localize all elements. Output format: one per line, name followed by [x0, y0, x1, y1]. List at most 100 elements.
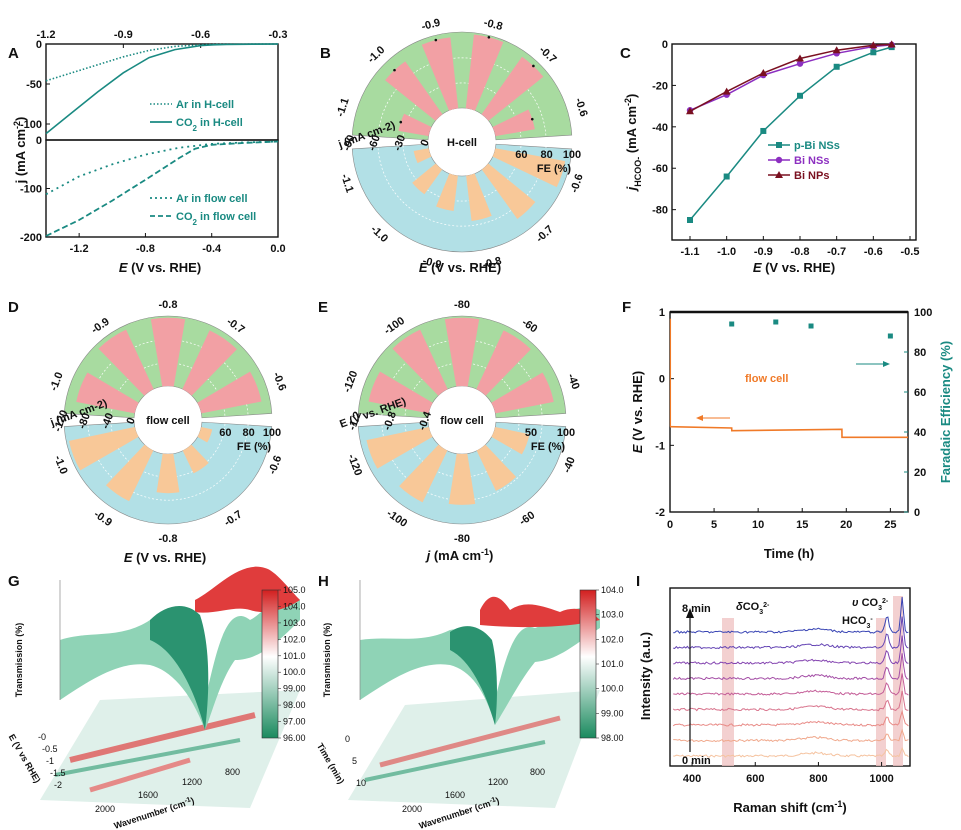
f-ytick2-1: 80: [914, 347, 926, 359]
c-point-2-2: [759, 68, 768, 76]
i-band-delta: [722, 618, 734, 766]
c-point-1-3: [796, 60, 804, 67]
g-surface: Transmission (%) Wavenumber (cm-1) E (V …: [7, 566, 300, 830]
f-ytick2-2: 60: [914, 387, 926, 399]
d-xlabel: E (V vs. RHE): [124, 550, 206, 565]
g-floor-band-red2: [89, 757, 191, 793]
c-point-0-3: [797, 92, 803, 99]
h-surface: Transmission (%) Wavenumber (cm-1) Time …: [315, 580, 600, 830]
panel-c: C -1.1 -1.0 -0.9 -0.8 -0.7 -0.6 -0.5 0 -20 -40 -60…: [620, 39, 919, 275]
f-xlabel: Time (h): [764, 546, 814, 561]
d-bottom-bar-4: [68, 427, 139, 471]
i-trace-7: [673, 616, 909, 650]
b-err-2: [434, 38, 438, 42]
e-right-unit: FE (%): [531, 441, 566, 453]
d-bottom-bar-0: [197, 427, 213, 443]
c-ytick-0: 0: [662, 39, 668, 51]
d-top-bar-0: [76, 372, 139, 414]
f-arrow-right-head: [883, 361, 890, 367]
g-floor-band-green: [54, 738, 241, 777]
i-label-top: 8 min: [682, 603, 711, 615]
c-legend-marker-0: [776, 142, 782, 148]
f-xtick-5: 25: [884, 519, 896, 531]
b-bottom-label-3: -0.9: [421, 255, 442, 271]
f-xtick-4: 20: [840, 519, 852, 531]
a-xtick-1: -0.8: [136, 243, 155, 255]
i-time-arrow-head: [686, 608, 694, 618]
g-floor-band-red: [69, 712, 256, 763]
a-upper-series-1: [45, 43, 279, 135]
a-top-xtick-0: -1.2: [37, 29, 56, 41]
e-top-bar-4: [491, 372, 554, 414]
e-bottom-label-1: -60: [517, 509, 537, 528]
h-xtick-2: 1200: [488, 777, 508, 787]
e-top-bar-2: [444, 317, 480, 387]
c-point-2-6: [887, 40, 896, 48]
e-top-label-3: -60: [520, 317, 540, 336]
g-surface-trough: [150, 605, 209, 730]
c-ytick-3: -60: [652, 163, 668, 175]
h-cbar-tick-5: 99.00: [601, 708, 624, 718]
d-top-label-0: -1.0: [48, 371, 66, 393]
a-legend-ar-h: Ar in H-cell: [176, 99, 234, 111]
b-top-bar-5: [492, 109, 535, 137]
b-err-5: [530, 117, 534, 121]
g-ytick-4: -2: [54, 780, 62, 790]
c-xtick-2: -0.9: [754, 246, 773, 258]
i-trace-3: [672, 690, 909, 712]
h-ylabel: Time (min): [315, 741, 346, 785]
h-xtick-0: 2000: [402, 804, 422, 814]
d-right-unit: FE (%): [237, 441, 272, 453]
g-zlabel: Transmission (%): [14, 623, 24, 698]
e-center-label: flow cell: [440, 415, 483, 427]
c-legend-1: Bi NSs: [794, 155, 829, 167]
b-bottom-bar-1: [481, 163, 536, 219]
c-point-2-3: [796, 54, 804, 62]
e-right-tick-1: 100: [557, 427, 575, 439]
a-top-xtick-3: -0.3: [269, 29, 288, 41]
f-series-label: flow cell: [745, 373, 788, 385]
i-trace-6: [673, 635, 909, 665]
b-top-bar-3: [465, 34, 504, 111]
e-bottom-label-3: -100: [384, 508, 409, 530]
g-cbar-tick-3: 102.0: [283, 634, 306, 644]
h-cbar-tick-6: 98.00: [601, 733, 624, 743]
a-xtick-3: 0.0: [270, 243, 285, 255]
d-top-bar-2: [150, 317, 186, 387]
a-lower-series-0: [45, 140, 279, 196]
c-series-line-1: [689, 44, 892, 111]
c-ytick-4: -80: [652, 205, 668, 217]
d-bottom-label-3: -0.9: [92, 508, 114, 529]
i-label-nu: υ CO32-: [852, 597, 889, 612]
c-xlabel: E (V vs. RHE): [753, 260, 835, 275]
c-xtick-3: -0.8: [791, 246, 810, 258]
c-ylabel: jHCOO- (mA cm-2): [623, 94, 643, 193]
e-top-label-2: -80: [454, 299, 470, 311]
g-cbar-tick-9: 96.00: [283, 733, 306, 743]
i-xtick-3: 1000: [869, 773, 893, 785]
a-series: [45, 43, 279, 237]
a-lower-ytick-0: 0: [36, 135, 42, 147]
h-colorbar: [579, 589, 597, 739]
h-floor-band-green: [364, 740, 546, 782]
c-frame: [671, 43, 917, 241]
panel-label-b: B: [320, 45, 331, 62]
e-top-bar-3: [476, 330, 531, 396]
b-bottom-label-1: -0.7: [534, 223, 556, 245]
e-top-label-0: -120: [341, 369, 360, 394]
f-fe-point-0: [729, 321, 735, 327]
f-arrow-left-head: [696, 415, 703, 421]
f-ytick-3: -2: [655, 507, 665, 519]
b-bottom-label-4: -1.0: [368, 223, 390, 245]
e-center: [430, 388, 494, 452]
i-trace-5: [672, 653, 909, 681]
h-cbar-tick-0: 104.0: [601, 585, 624, 595]
e-bottom-bar-4: [366, 427, 433, 469]
e-right-tick-0: 50: [525, 427, 537, 439]
c-ytick-2: -40: [652, 122, 668, 134]
c-xtick-5: -0.6: [864, 246, 883, 258]
a-upper-ytick-1: -50: [26, 79, 42, 91]
